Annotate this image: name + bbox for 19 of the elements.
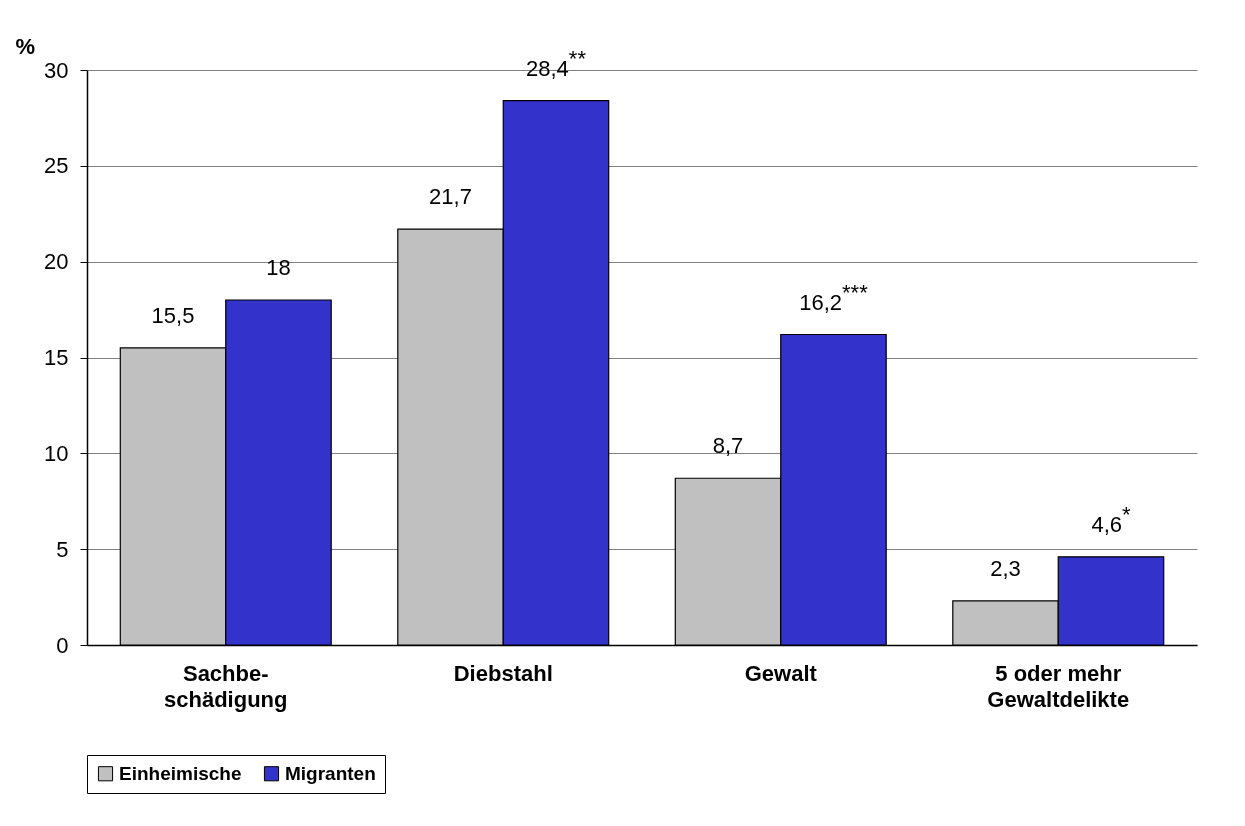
x-tick-label: Gewalt [744, 660, 818, 686]
y-tick-label: 15 [44, 345, 69, 370]
legend-label: Migranten [285, 762, 376, 784]
y-tick-label: 0 [56, 632, 69, 658]
y-tick-label: 25 [44, 153, 69, 179]
y-tick-label: 5 [56, 536, 69, 562]
x-tick-label: Diebstahl [453, 660, 553, 686]
data-label: 18 [266, 255, 291, 280]
y-tick-label: 30 [44, 57, 69, 83]
y-tick-label: 10 [44, 440, 69, 466]
data-label: 2,3 [990, 555, 1021, 581]
data-label: 8,7 [712, 433, 744, 459]
y-axis-title: % [15, 33, 36, 59]
data-label: 21,7 [429, 184, 472, 210]
legend-label: Einheimische [119, 762, 242, 784]
x-tick-label: Sachbe- schädigung [164, 660, 288, 712]
data-label: 15,5 [151, 302, 195, 328]
y-tick-label: 20 [44, 249, 69, 275]
x-tick-label: 5 oder mehr Gewaltdelikte [987, 660, 1130, 712]
